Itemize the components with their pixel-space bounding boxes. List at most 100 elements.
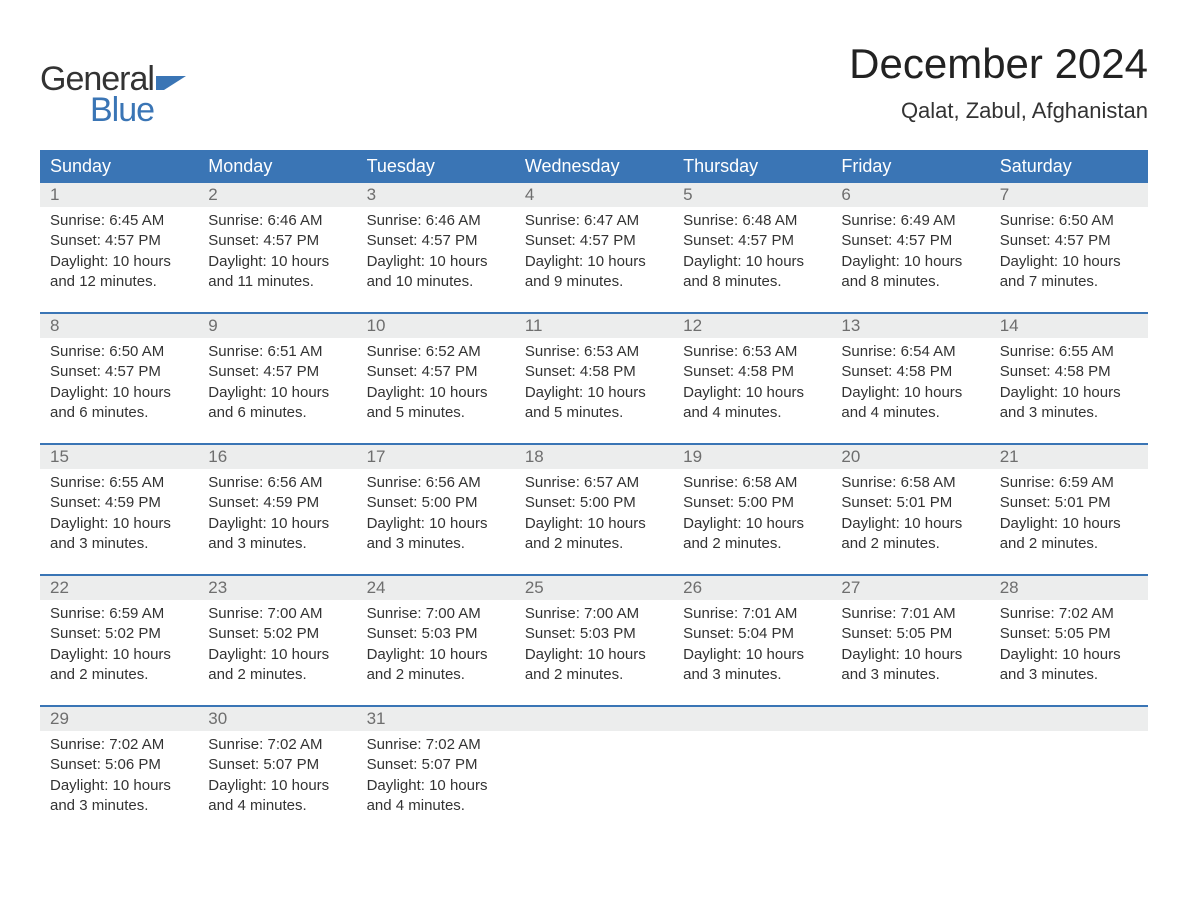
day-details — [515, 731, 673, 836]
day-number: 15 — [40, 445, 198, 469]
sunrise-text: Sunrise: 6:56 AM — [367, 473, 505, 493]
daylight-text-1: Daylight: 10 hours — [683, 514, 821, 534]
day-number: 4 — [515, 183, 673, 207]
sunrise-text: Sunrise: 6:56 AM — [208, 473, 346, 493]
sunrise-text: Sunrise: 7:02 AM — [208, 735, 346, 755]
weeks-container: 1234567Sunrise: 6:45 AMSunset: 4:57 PMDa… — [40, 183, 1148, 836]
week-row: 22232425262728Sunrise: 6:59 AMSunset: 5:… — [40, 574, 1148, 705]
day-number: 18 — [515, 445, 673, 469]
sunrise-text: Sunrise: 7:00 AM — [208, 604, 346, 624]
daylight-text-1: Daylight: 10 hours — [525, 252, 663, 272]
daylight-text-2: and 2 minutes. — [841, 534, 979, 554]
day-details: Sunrise: 6:46 AMSunset: 4:57 PMDaylight:… — [357, 207, 515, 312]
daylight-text-1: Daylight: 10 hours — [208, 252, 346, 272]
day-number: 17 — [357, 445, 515, 469]
day-number: 26 — [673, 576, 831, 600]
daylight-text-2: and 4 minutes. — [841, 403, 979, 423]
daylight-text-1: Daylight: 10 hours — [683, 383, 821, 403]
day-number: 7 — [990, 183, 1148, 207]
daylight-text-1: Daylight: 10 hours — [50, 383, 188, 403]
sunrise-text: Sunrise: 6:47 AM — [525, 211, 663, 231]
sunset-text: Sunset: 5:03 PM — [367, 624, 505, 644]
day-number: 27 — [831, 576, 989, 600]
daylight-text-2: and 4 minutes. — [208, 796, 346, 816]
day-number: 12 — [673, 314, 831, 338]
day-number — [515, 707, 673, 731]
daylight-text-2: and 3 minutes. — [367, 534, 505, 554]
daylight-text-1: Daylight: 10 hours — [525, 514, 663, 534]
sunrise-text: Sunrise: 6:54 AM — [841, 342, 979, 362]
day-number: 25 — [515, 576, 673, 600]
daylight-text-1: Daylight: 10 hours — [841, 252, 979, 272]
sunrise-text: Sunrise: 6:50 AM — [1000, 211, 1138, 231]
sunset-text: Sunset: 5:07 PM — [367, 755, 505, 775]
daylight-text-1: Daylight: 10 hours — [50, 252, 188, 272]
day-details: Sunrise: 7:02 AMSunset: 5:07 PMDaylight:… — [198, 731, 356, 836]
logo: General Blue — [40, 60, 192, 130]
day-details: Sunrise: 6:59 AMSunset: 5:01 PMDaylight:… — [990, 469, 1148, 574]
day-number-row: 1234567 — [40, 183, 1148, 207]
day-details-row: Sunrise: 6:59 AMSunset: 5:02 PMDaylight:… — [40, 600, 1148, 705]
header-tuesday: Tuesday — [357, 150, 515, 183]
daylight-text-2: and 2 minutes. — [50, 665, 188, 685]
daylight-text-2: and 3 minutes. — [208, 534, 346, 554]
daylight-text-2: and 2 minutes. — [1000, 534, 1138, 554]
sunrise-text: Sunrise: 6:59 AM — [50, 604, 188, 624]
day-details-row: Sunrise: 6:55 AMSunset: 4:59 PMDaylight:… — [40, 469, 1148, 574]
sunset-text: Sunset: 4:57 PM — [1000, 231, 1138, 251]
daylight-text-2: and 6 minutes. — [50, 403, 188, 423]
daylight-text-1: Daylight: 10 hours — [683, 645, 821, 665]
daylight-text-2: and 3 minutes. — [683, 665, 821, 685]
header-saturday: Saturday — [990, 150, 1148, 183]
week-row: 1234567Sunrise: 6:45 AMSunset: 4:57 PMDa… — [40, 183, 1148, 312]
day-details: Sunrise: 6:53 AMSunset: 4:58 PMDaylight:… — [515, 338, 673, 443]
day-details: Sunrise: 6:58 AMSunset: 5:01 PMDaylight:… — [831, 469, 989, 574]
day-number: 22 — [40, 576, 198, 600]
logo-text-blue: Blue — [90, 91, 192, 130]
daylight-text-1: Daylight: 10 hours — [1000, 252, 1138, 272]
day-details: Sunrise: 7:00 AMSunset: 5:03 PMDaylight:… — [357, 600, 515, 705]
day-details: Sunrise: 6:45 AMSunset: 4:57 PMDaylight:… — [40, 207, 198, 312]
sunset-text: Sunset: 5:07 PM — [208, 755, 346, 775]
day-details — [990, 731, 1148, 836]
daylight-text-2: and 7 minutes. — [1000, 272, 1138, 292]
daylight-text-2: and 3 minutes. — [50, 534, 188, 554]
day-number-row: 891011121314 — [40, 314, 1148, 338]
daylight-text-1: Daylight: 10 hours — [208, 645, 346, 665]
sunrise-text: Sunrise: 6:48 AM — [683, 211, 821, 231]
day-details: Sunrise: 7:01 AMSunset: 5:04 PMDaylight:… — [673, 600, 831, 705]
day-number: 31 — [357, 707, 515, 731]
header-monday: Monday — [198, 150, 356, 183]
daylight-text-1: Daylight: 10 hours — [367, 383, 505, 403]
day-number: 30 — [198, 707, 356, 731]
day-number — [673, 707, 831, 731]
month-title: December 2024 — [849, 40, 1148, 88]
day-details-row: Sunrise: 6:50 AMSunset: 4:57 PMDaylight:… — [40, 338, 1148, 443]
sunrise-text: Sunrise: 7:00 AM — [367, 604, 505, 624]
sunset-text: Sunset: 4:57 PM — [208, 362, 346, 382]
daylight-text-1: Daylight: 10 hours — [367, 776, 505, 796]
header-wednesday: Wednesday — [515, 150, 673, 183]
daylight-text-2: and 2 minutes. — [683, 534, 821, 554]
sunset-text: Sunset: 4:57 PM — [683, 231, 821, 251]
day-details — [831, 731, 989, 836]
daylight-text-1: Daylight: 10 hours — [50, 514, 188, 534]
daylight-text-1: Daylight: 10 hours — [683, 252, 821, 272]
day-details: Sunrise: 6:50 AMSunset: 4:57 PMDaylight:… — [990, 207, 1148, 312]
sunrise-text: Sunrise: 6:45 AM — [50, 211, 188, 231]
daylight-text-2: and 12 minutes. — [50, 272, 188, 292]
daylight-text-2: and 3 minutes. — [1000, 665, 1138, 685]
daylight-text-2: and 11 minutes. — [208, 272, 346, 292]
sunset-text: Sunset: 5:00 PM — [525, 493, 663, 513]
sunrise-text: Sunrise: 6:53 AM — [683, 342, 821, 362]
week-row: 891011121314Sunrise: 6:50 AMSunset: 4:57… — [40, 312, 1148, 443]
daylight-text-1: Daylight: 10 hours — [50, 776, 188, 796]
day-details: Sunrise: 6:53 AMSunset: 4:58 PMDaylight:… — [673, 338, 831, 443]
day-number-row: 293031 — [40, 707, 1148, 731]
daylight-text-2: and 9 minutes. — [525, 272, 663, 292]
title-block: December 2024 Qalat, Zabul, Afghanistan — [849, 40, 1148, 124]
sunset-text: Sunset: 4:59 PM — [208, 493, 346, 513]
day-details: Sunrise: 6:59 AMSunset: 5:02 PMDaylight:… — [40, 600, 198, 705]
day-details: Sunrise: 6:55 AMSunset: 4:58 PMDaylight:… — [990, 338, 1148, 443]
day-details: Sunrise: 6:55 AMSunset: 4:59 PMDaylight:… — [40, 469, 198, 574]
